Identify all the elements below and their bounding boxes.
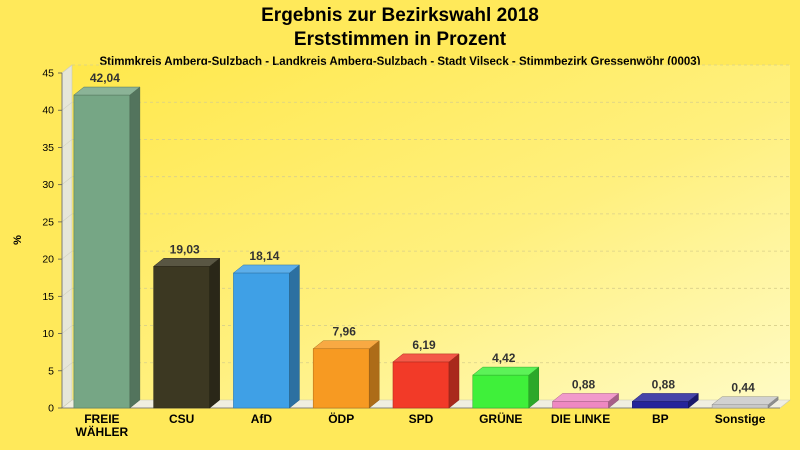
bar-top	[392, 353, 460, 363]
bar	[551, 392, 620, 409]
y-tick-label: 40	[42, 105, 54, 117]
y-tick-label: 0	[48, 403, 54, 415]
data-label: 6,19	[412, 338, 436, 352]
bar-front	[153, 266, 210, 409]
chart-title-line2: Erststimmen in Prozent	[293, 29, 507, 50]
bar-top	[551, 393, 620, 402]
bar-front	[472, 374, 530, 409]
data-label: 18,14	[249, 249, 279, 263]
chart-title: Ergebnis zur Bezirkswahl 2018	[261, 5, 539, 26]
gridline-side	[61, 288, 73, 297]
bar	[232, 264, 301, 409]
y-tick-label: 20	[42, 254, 54, 266]
bar-front	[312, 348, 370, 409]
bar-front	[73, 94, 131, 409]
bar-top	[472, 366, 540, 376]
y-tick-label: 25	[42, 216, 54, 228]
y-tick-label: 45	[42, 68, 54, 80]
bar-top	[152, 258, 221, 267]
bar	[392, 353, 460, 409]
bar	[312, 340, 380, 409]
x-tick-label: SPD	[409, 412, 434, 426]
y-tick-label: 15	[42, 291, 54, 303]
x-tick-label: AfD	[251, 412, 273, 426]
plot-side-wall	[61, 64, 73, 409]
bar-front	[392, 361, 450, 409]
gridline-side	[61, 213, 73, 223]
x-tick-label: DIE LINKE	[551, 412, 610, 426]
bar	[711, 396, 779, 409]
bar-side	[289, 264, 300, 409]
bar-top	[312, 340, 380, 349]
gridline-side	[61, 176, 73, 185]
bar-side	[129, 86, 141, 409]
gridline-side	[61, 325, 73, 334]
bar-side	[368, 340, 380, 409]
gridline-side	[61, 101, 73, 111]
bar	[631, 392, 700, 409]
bar	[73, 86, 141, 409]
bar-front	[632, 401, 689, 409]
x-tick-label: Sonstige	[715, 412, 766, 426]
x-tick-label: BP	[652, 412, 669, 426]
bar-top	[232, 264, 301, 274]
bar-front	[711, 404, 769, 409]
x-tick-label: CSU	[169, 412, 194, 426]
x-tick-label: ÖDP	[328, 411, 354, 426]
gridline-side	[61, 64, 73, 74]
bar	[472, 366, 540, 409]
bar-top	[73, 86, 141, 96]
x-tick-label: GRÜNE	[479, 411, 522, 426]
bar-side	[448, 353, 460, 409]
bar-top	[711, 396, 779, 405]
y-tick-label: 10	[42, 328, 54, 340]
gridline-side	[61, 139, 73, 148]
y-axis-label: %	[12, 235, 24, 245]
y-tick-label: 30	[42, 179, 54, 191]
data-label: 4,42	[492, 351, 516, 365]
y-tick-label: 35	[42, 142, 54, 154]
x-tick-label: FREIE	[84, 412, 119, 426]
bar-side	[209, 257, 220, 409]
data-label: 0,44	[731, 381, 755, 395]
data-label: 0,88	[652, 377, 676, 391]
gridline-side	[61, 250, 73, 260]
data-label: 19,03	[170, 242, 200, 256]
bar	[152, 257, 221, 409]
data-label: 0,88	[572, 377, 596, 391]
data-label: 42,04	[90, 71, 120, 85]
bar-top	[631, 393, 700, 402]
gridline-side	[61, 362, 73, 372]
bar-front	[552, 401, 609, 409]
x-tick-label: WÄHLER	[76, 424, 129, 439]
data-label: 7,96	[333, 325, 357, 339]
y-tick-label: 5	[48, 365, 54, 377]
bar-front	[233, 272, 290, 409]
